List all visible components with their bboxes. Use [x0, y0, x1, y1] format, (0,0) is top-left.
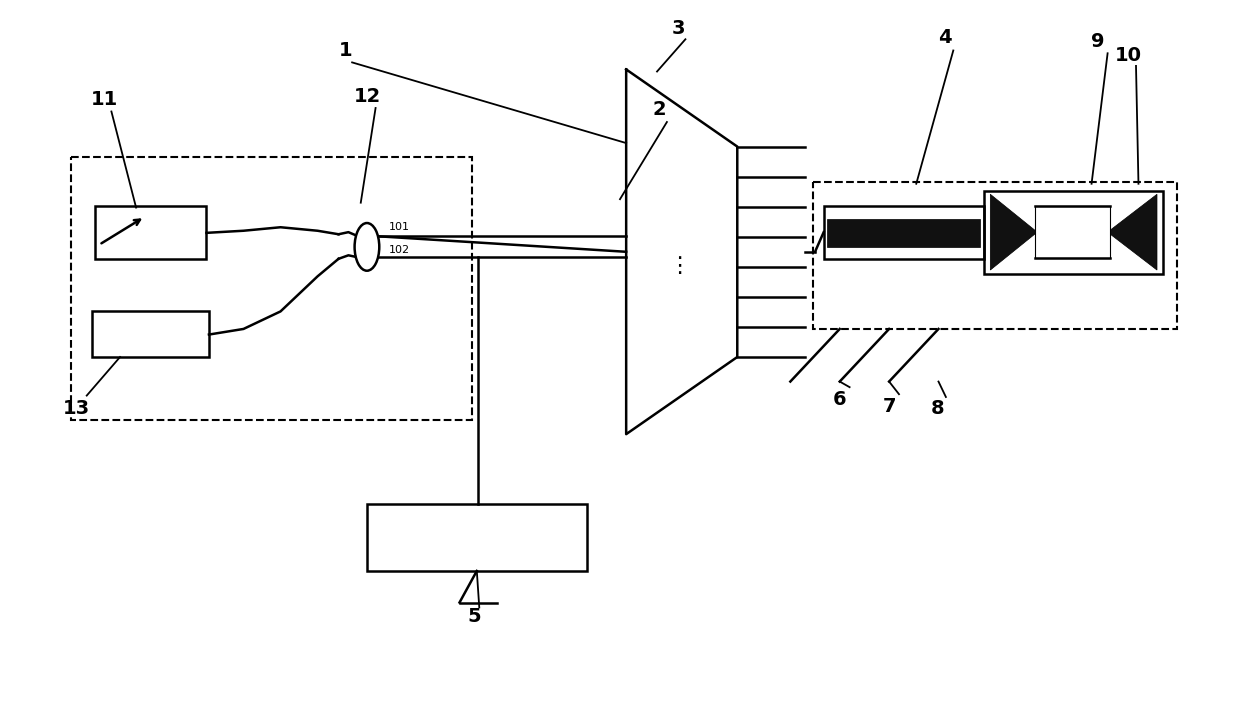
Text: 12: 12: [353, 86, 381, 105]
Text: 102: 102: [389, 245, 410, 255]
Ellipse shape: [355, 223, 379, 271]
Bar: [1034, 206, 1110, 258]
Bar: [92, 311, 208, 357]
Text: 5: 5: [467, 607, 481, 626]
Polygon shape: [991, 194, 1037, 270]
Bar: [985, 191, 1163, 274]
Text: 13: 13: [63, 399, 91, 418]
Text: 6: 6: [833, 390, 847, 409]
Text: 1: 1: [340, 41, 352, 60]
Polygon shape: [1107, 194, 1157, 270]
Text: 8: 8: [930, 399, 944, 418]
Text: 7: 7: [883, 397, 895, 416]
Text: 4: 4: [937, 28, 951, 47]
Text: 101: 101: [389, 222, 410, 232]
Bar: [95, 206, 207, 259]
Bar: [367, 504, 587, 571]
Bar: [827, 219, 981, 247]
Bar: [812, 182, 1177, 329]
Text: 9: 9: [1091, 32, 1105, 51]
Text: 11: 11: [91, 90, 118, 109]
Text: 10: 10: [1115, 46, 1142, 65]
Bar: [71, 157, 472, 420]
Text: 3: 3: [671, 19, 684, 38]
Text: 2: 2: [652, 100, 666, 119]
Text: ⋮: ⋮: [668, 256, 691, 276]
Bar: [823, 206, 985, 259]
